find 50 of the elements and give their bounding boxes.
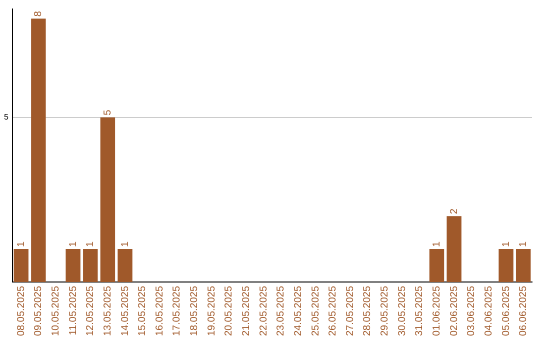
x-tick-label: 04.06.2025 xyxy=(483,286,494,336)
bar xyxy=(446,216,462,282)
x-tick-label: 06.06.2025 xyxy=(518,286,530,336)
x-tick-label: 20.05.2025 xyxy=(224,286,235,336)
bar xyxy=(14,249,28,282)
x-tick-label: 18.05.2025 xyxy=(189,286,200,336)
x-tick-label: 02.06.2025 xyxy=(448,286,460,336)
bar xyxy=(516,249,531,282)
x-tick-label: 17.05.2025 xyxy=(172,286,183,336)
x-tick-label: 23.05.2025 xyxy=(276,286,287,336)
x-tick-label: 11.05.2025 xyxy=(68,286,79,336)
x-tick-label: 25.05.2025 xyxy=(310,286,322,336)
data-label: 1 xyxy=(518,241,530,248)
bar xyxy=(100,117,116,282)
x-tick-label: 22.05.2025 xyxy=(258,286,270,336)
data-label: 1 xyxy=(85,241,96,248)
x-tick-label: 30.05.2025 xyxy=(396,286,408,336)
x-tick-label: 19.05.2025 xyxy=(206,286,218,336)
bar xyxy=(66,249,80,282)
x-tick-label: 08.05.2025 xyxy=(16,286,27,336)
data-label: 1 xyxy=(432,241,442,248)
x-tick-label: 13.05.2025 xyxy=(102,286,114,336)
data-label: 5 xyxy=(102,109,114,116)
bar xyxy=(31,18,46,282)
x-tick-label: 27.05.2025 xyxy=(344,286,356,336)
x-tick-label: 03.06.2025 xyxy=(466,286,478,336)
data-label: 1 xyxy=(500,241,512,248)
x-tick-label: 12.05.2025 xyxy=(85,286,96,336)
bar xyxy=(83,249,98,282)
x-tick-label: 05.06.2025 xyxy=(500,286,512,336)
x-tick-label: 28.05.2025 xyxy=(362,286,374,336)
x-tick-label: 16.05.2025 xyxy=(154,286,166,336)
data-label: 8 xyxy=(33,10,44,17)
data-label: 2 xyxy=(448,208,460,214)
data-label: 1 xyxy=(120,241,131,248)
x-tick-label: 26.05.2025 xyxy=(328,286,339,336)
bar xyxy=(118,249,132,282)
bar xyxy=(498,249,514,282)
x-tick-label: 09.05.2025 xyxy=(33,286,44,336)
x-tick-label: 14.05.2025 xyxy=(120,286,131,336)
x-tick-label: 24.05.2025 xyxy=(292,286,304,336)
x-tick-label: 21.05.2025 xyxy=(240,286,252,336)
data-label: 1 xyxy=(68,241,79,248)
x-tick-label: 31.05.2025 xyxy=(414,286,426,336)
x-tick-label: 15.05.2025 xyxy=(137,286,148,336)
data-label: 1 xyxy=(16,241,27,248)
x-tick-label: 01.06.2025 xyxy=(432,286,442,336)
x-tick-label: 29.05.2025 xyxy=(380,286,391,336)
x-tick-label: 10.05.2025 xyxy=(50,286,62,336)
bar xyxy=(429,249,444,282)
